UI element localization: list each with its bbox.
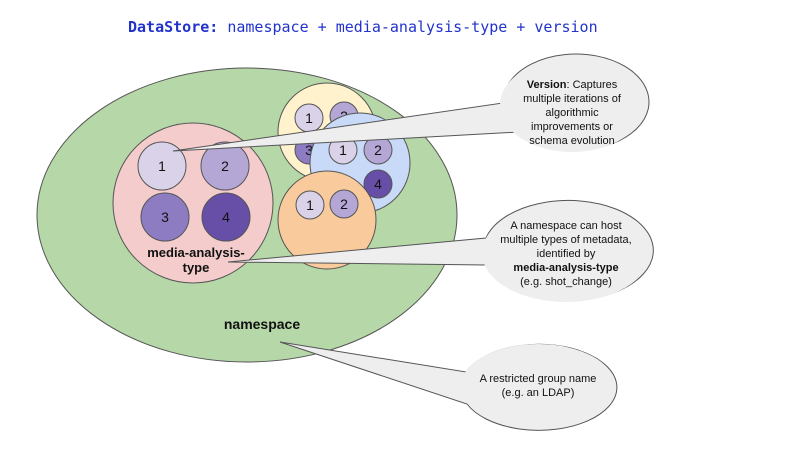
- orange-circle-2: [329, 189, 359, 219]
- main-label-3: 3: [161, 209, 169, 225]
- orange-label-1: 1: [306, 197, 314, 213]
- yellow-label-1: 1: [305, 110, 313, 126]
- restricted-callout-cover: [461, 344, 615, 428]
- restricted-callout-example: (e.g. an LDAP): [501, 387, 575, 399]
- version-callout: Version: Captures multiple iterations of…: [514, 78, 630, 148]
- mat-label-line2: type: [183, 260, 210, 275]
- namespace-label: namespace: [224, 316, 300, 332]
- version-callout-text: : Captures multiple iterations of algori…: [523, 79, 621, 147]
- blue-label-2: 2: [374, 142, 382, 158]
- main-label-1: 1: [158, 158, 166, 174]
- main-circle-3: [140, 192, 190, 242]
- main-label-2: 2: [221, 158, 229, 174]
- blue-circle-4: [363, 169, 393, 199]
- blue-label-4: 4: [374, 176, 382, 192]
- namespace-host-callout-text: A namespace can host multiple types of m…: [500, 220, 632, 260]
- restricted-callout: A restricted group name (e.g. an LDAP): [478, 372, 598, 400]
- orange-label-2: 2: [340, 196, 348, 212]
- title-key: DataStore:: [128, 18, 219, 36]
- title-rest: namespace + media-analysis-type + versio…: [218, 18, 598, 36]
- namespace-host-callout: A namespace can host multiple types of m…: [496, 219, 636, 289]
- diagram-title: DataStore: namespace + media-analysis-ty…: [128, 18, 598, 40]
- restricted-callout-text: A restricted group name: [479, 373, 597, 385]
- version-callout-cover: [500, 58, 644, 152]
- namespace-host-callout-cover: [482, 204, 650, 302]
- yellow-label-3: 3: [305, 142, 313, 158]
- main-circle-1: [137, 141, 187, 191]
- main-label-4: 4: [222, 209, 230, 225]
- version-callout-bold: Version: [526, 79, 567, 91]
- main-circle-4: [201, 192, 251, 242]
- blue-label-1: 1: [339, 142, 347, 158]
- namespace-host-callout-example: (e.g. shot_change): [520, 276, 612, 288]
- main-circle-2: [200, 141, 250, 191]
- orange-circle-1: [295, 190, 325, 220]
- namespace-host-callout-bold: media-analysis-type: [513, 262, 619, 274]
- mat-label-line1: media-analysis-: [147, 245, 245, 260]
